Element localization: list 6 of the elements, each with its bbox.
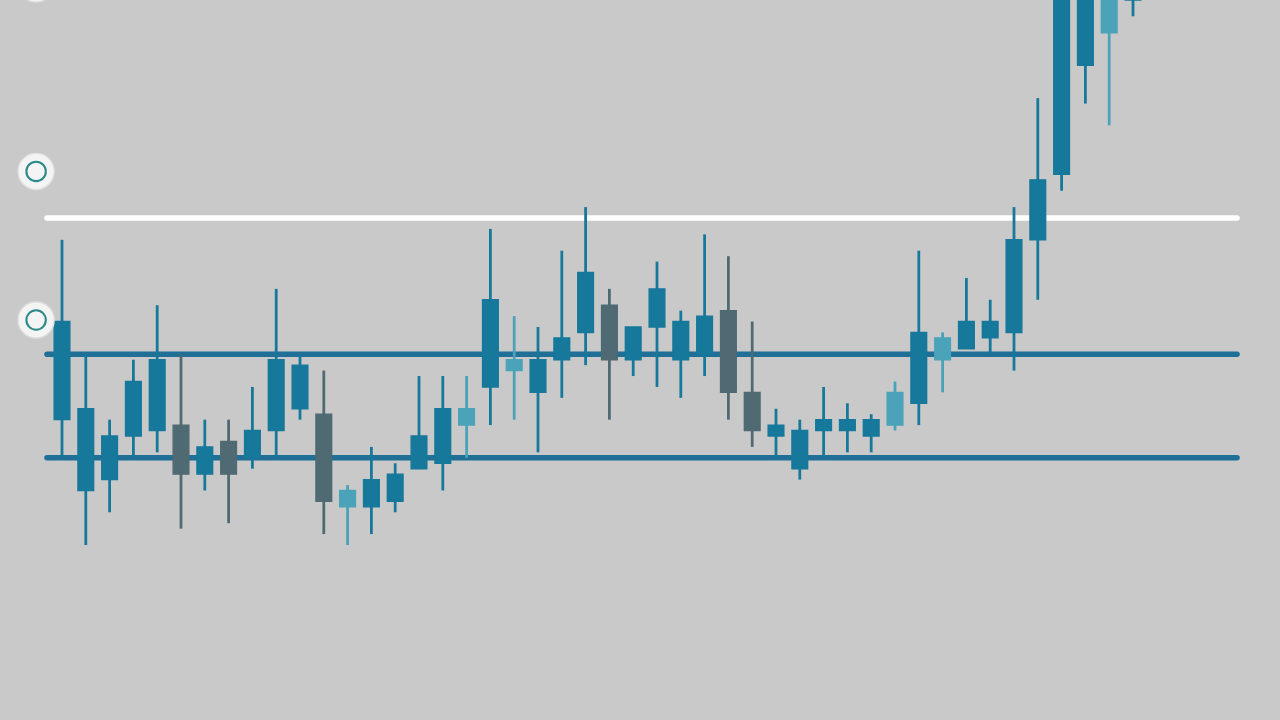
- candlestick: [458, 374, 476, 460]
- candlestick: [505, 314, 523, 422]
- candlestick: [934, 331, 952, 394]
- candlestick: [838, 401, 856, 454]
- candlestick: [862, 412, 880, 454]
- candlestick: [339, 483, 357, 547]
